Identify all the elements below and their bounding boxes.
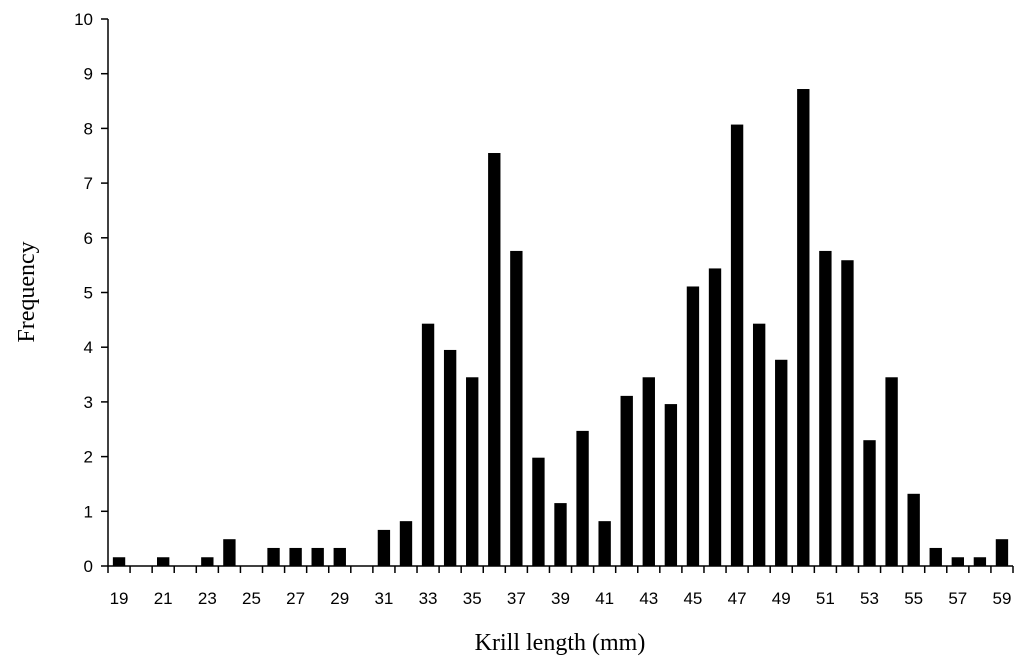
x-tick-label: 39: [551, 589, 570, 608]
bar-29: [333, 547, 346, 566]
x-tick-label: 19: [110, 589, 129, 608]
x-tick-label: 49: [772, 589, 791, 608]
bar-50: [797, 89, 810, 567]
bar-48: [752, 323, 766, 566]
bar-53: [863, 440, 876, 566]
y-tick-label: 7: [84, 174, 93, 193]
bar-41: [598, 521, 611, 566]
y-axis: 0 1 2 3 4 5 6 7 8 9 10: [74, 10, 109, 576]
y-tick-label: 1: [84, 502, 93, 521]
y-tick-label: 10: [74, 10, 93, 29]
x-tick-label: 43: [639, 589, 658, 608]
bar-33: [421, 323, 435, 566]
x-tick-label: 23: [198, 589, 217, 608]
x-tick-label: 59: [992, 589, 1011, 608]
x-tick-label: 41: [595, 589, 614, 608]
y-tick-label: 6: [84, 229, 93, 248]
y-tick-label: 4: [84, 338, 93, 357]
x-tick-label: 33: [419, 589, 438, 608]
bar-42: [620, 395, 633, 566]
bar-26: [267, 547, 280, 566]
bar-44: [664, 404, 678, 566]
bar-19: [112, 557, 126, 566]
x-axis-title: Krill length (mm): [475, 630, 646, 656]
bar-27: [289, 547, 302, 566]
x-axis: 19 21 23 25 27 29 31 33 35 37 39 41 43 45 47 49 51 53 55 57…: [107, 565, 1014, 608]
x-tick-label: 37: [507, 589, 526, 608]
bar-58: [973, 557, 987, 566]
bar-54: [885, 377, 898, 566]
bar-36: [488, 153, 501, 566]
x-tick-label: 27: [286, 589, 305, 608]
bar-37: [510, 250, 523, 566]
y-tick-label: 3: [84, 393, 93, 412]
y-tick-label: 8: [84, 119, 93, 138]
x-tick-label: 57: [948, 589, 967, 608]
y-tick-label: 2: [84, 448, 93, 467]
y-tick-label: 9: [84, 65, 93, 84]
bar-34: [443, 349, 457, 566]
x-tick-label: 31: [374, 589, 393, 608]
bar-49: [775, 359, 788, 566]
y-tick-label: 5: [84, 284, 93, 303]
x-tick-label: 45: [683, 589, 702, 608]
x-tick-label: 35: [463, 589, 482, 608]
bar-32: [399, 521, 413, 566]
bar-52: [841, 260, 854, 566]
bar-51: [819, 250, 832, 566]
bar-38: [532, 457, 545, 566]
bar-23: [201, 557, 214, 566]
x-tick-label: 47: [728, 589, 747, 608]
y-tick-label: 0: [84, 557, 93, 576]
bar-45: [686, 286, 700, 566]
x-tick-label: 55: [904, 589, 923, 608]
bar-56: [929, 547, 942, 566]
bar-43: [642, 377, 655, 566]
x-tick-label: 21: [154, 589, 173, 608]
x-tick-label: 51: [816, 589, 835, 608]
y-axis-title: Frequency: [14, 241, 40, 342]
bar-57: [951, 557, 964, 566]
x-tick-label: 25: [242, 589, 261, 608]
bar-31: [377, 529, 391, 566]
bar-24: [223, 539, 236, 566]
bar-55: [907, 493, 920, 566]
bars-group: [112, 89, 1009, 567]
bar-46: [708, 268, 722, 566]
bar-39: [554, 503, 567, 566]
bar-47: [730, 124, 744, 566]
bar-21: [157, 557, 170, 566]
x-tick-label: 53: [860, 589, 879, 608]
bar-40: [576, 430, 589, 566]
bar-35: [466, 377, 479, 566]
bar-28: [311, 547, 324, 566]
bar-59: [995, 539, 1009, 566]
x-tick-label: 29: [330, 589, 349, 608]
